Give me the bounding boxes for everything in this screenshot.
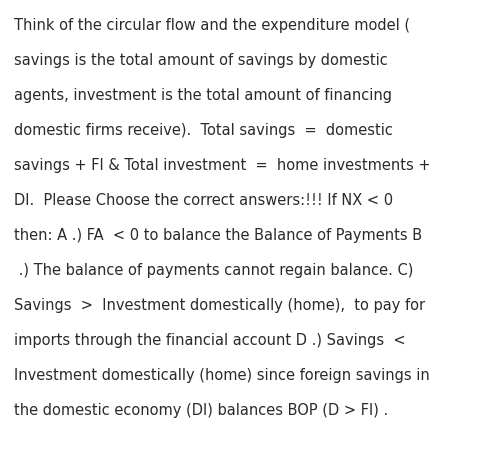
Text: savings + FI & Total investment  =  home investments +: savings + FI & Total investment = home i… <box>14 158 431 173</box>
Text: savings is the total amount of savings by domestic: savings is the total amount of savings b… <box>14 53 388 68</box>
Text: imports through the financial account D .) Savings  <: imports through the financial account D … <box>14 333 406 348</box>
Text: Think of the circular flow and the expenditure model (: Think of the circular flow and the expen… <box>14 18 410 33</box>
Text: Investment domestically (home) since foreign savings in: Investment domestically (home) since for… <box>14 368 430 383</box>
Text: Savings  >  Investment domestically (home),  to pay for: Savings > Investment domestically (home)… <box>14 298 425 313</box>
Text: domestic firms receive).  Total savings  =  domestic: domestic firms receive). Total savings =… <box>14 123 393 138</box>
Text: then: A .) FA  < 0 to balance the Balance of Payments B: then: A .) FA < 0 to balance the Balance… <box>14 228 422 243</box>
Text: .) The balance of payments cannot regain balance. C): .) The balance of payments cannot regain… <box>14 263 413 278</box>
Text: agents, investment is the total amount of financing: agents, investment is the total amount o… <box>14 88 392 103</box>
Text: the domestic economy (DI) balances BOP (D > FI) .: the domestic economy (DI) balances BOP (… <box>14 403 388 418</box>
Text: DI.  Please Choose the correct answers:!!! If NX < 0: DI. Please Choose the correct answers:!!… <box>14 193 393 208</box>
